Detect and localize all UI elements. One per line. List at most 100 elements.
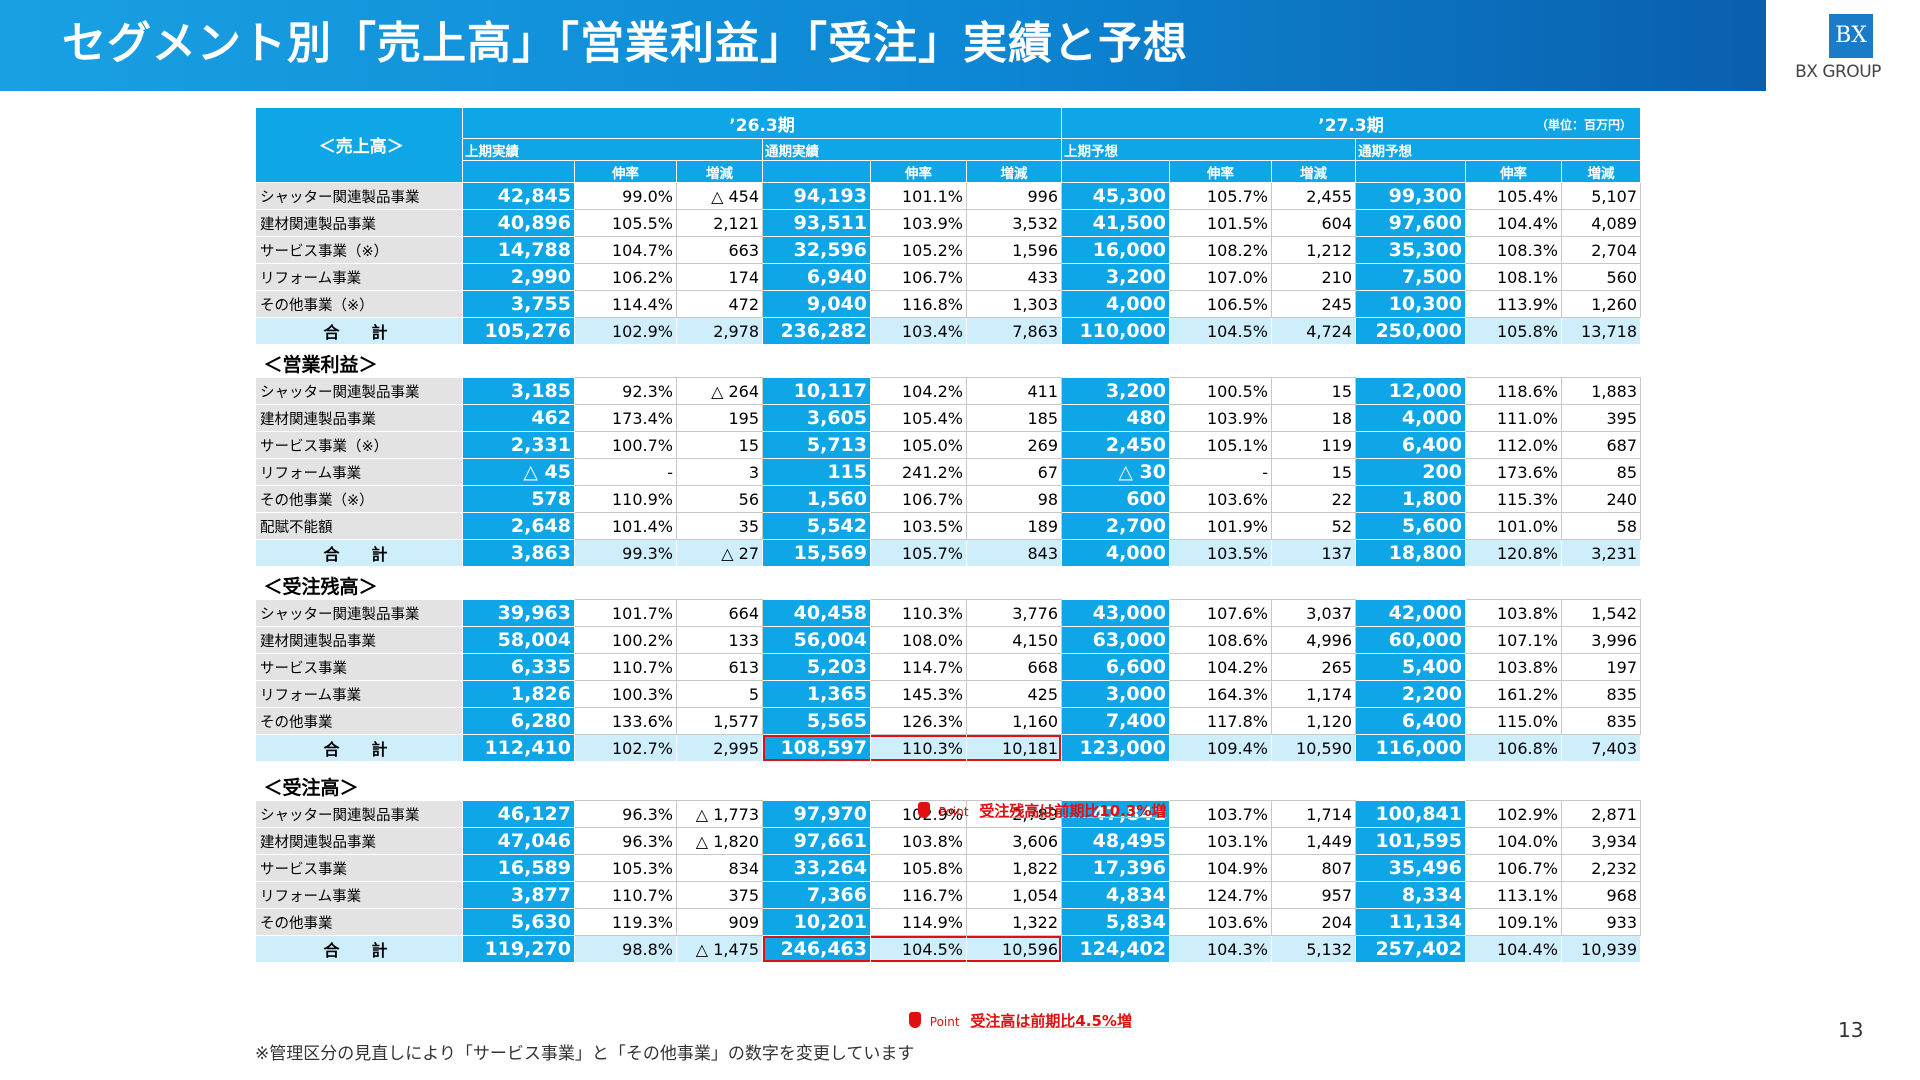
change-cell: 996 <box>966 182 1062 210</box>
change-cell: 604 <box>1271 209 1356 237</box>
growth-cell: 106.7% <box>870 263 967 291</box>
change-cell: 843 <box>966 539 1062 567</box>
change-cell: △ 1,773 <box>676 800 763 828</box>
change-cell: 4,089 <box>1561 209 1641 237</box>
amount-cell: 5,542 <box>762 512 871 540</box>
growth-cell: 114.7% <box>870 653 967 681</box>
growth-cell: 105.4% <box>1465 182 1562 210</box>
amount-cell: 4,000 <box>1061 539 1170 567</box>
change-cell: 2,121 <box>676 209 763 237</box>
segment-name-cell: その他事業（※） <box>255 290 463 318</box>
growth-cell: 119.3% <box>574 908 677 936</box>
sub-header-change: 増減 <box>1561 160 1641 183</box>
growth-cell: 96.3% <box>574 800 677 828</box>
amount-cell: 246,463 <box>762 935 871 963</box>
period-27-label: ’27.3期 <box>1318 115 1384 136</box>
change-cell: 15 <box>676 431 763 459</box>
growth-cell: 105.2% <box>870 236 967 264</box>
group-header: 通期実績 <box>762 138 1062 161</box>
change-cell: 1,054 <box>966 881 1062 909</box>
change-cell: 835 <box>1561 680 1641 708</box>
amount-cell: 15,569 <box>762 539 871 567</box>
amount-cell: 1,365 <box>762 680 871 708</box>
change-cell: 15 <box>1271 458 1356 486</box>
amount-cell: 40,896 <box>462 209 575 237</box>
segment-name-cell: 配賦不能額 <box>255 512 463 540</box>
amount-cell: 6,400 <box>1355 431 1466 459</box>
growth-cell: 115.3% <box>1465 485 1562 513</box>
segment-name-cell: 建材関連製品事業 <box>255 209 463 237</box>
amount-cell: 5,713 <box>762 431 871 459</box>
amount-cell: 7,400 <box>1061 707 1170 735</box>
change-cell: 210 <box>1271 263 1356 291</box>
table-row: サービス事業 6,335 110.7% 613 5,203 114.7% 668 6,600 1… <box>255 653 1641 681</box>
change-cell: 560 <box>1561 263 1641 291</box>
change-cell: 5,107 <box>1561 182 1641 210</box>
change-cell: 425 <box>966 680 1062 708</box>
growth-cell: 124.7% <box>1169 881 1272 909</box>
growth-cell: 241.2% <box>870 458 967 486</box>
table-row: リフォーム事業 1,826 100.3% 5 1,365 145.3% 425 3,000 16… <box>255 680 1641 708</box>
growth-cell: 117.8% <box>1169 707 1272 735</box>
amount-cell: 6,280 <box>462 707 575 735</box>
amount-cell: 40,458 <box>762 599 871 627</box>
amount-cell: 3,000 <box>1061 680 1170 708</box>
growth-cell: 100.7% <box>574 431 677 459</box>
header-group-row: 上期実績 通期実績 上期予想 通期予想 <box>256 138 1641 161</box>
segment-name-cell: 合 計 <box>255 539 463 567</box>
growth-cell: 107.1% <box>1465 626 1562 654</box>
amount-cell: 480 <box>1061 404 1170 432</box>
pointing-hand-icon <box>918 802 930 818</box>
section-heading: ＜営業利益＞ <box>263 354 378 376</box>
period-header-27: ’27.3期 （単位：百万円） <box>1061 107 1641 139</box>
change-cell: 933 <box>1561 908 1641 936</box>
change-cell: 3,776 <box>966 599 1062 627</box>
growth-cell: 105.7% <box>1169 182 1272 210</box>
growth-cell: 110.3% <box>870 734 967 762</box>
growth-cell: 102.9% <box>870 800 967 828</box>
amount-cell: 99,300 <box>1355 182 1466 210</box>
growth-cell: 100.5% <box>1169 377 1272 405</box>
change-cell: 7,403 <box>1561 734 1641 762</box>
amount-cell: 105,276 <box>462 317 575 345</box>
amount-cell: 16,589 <box>462 854 575 882</box>
amount-cell: 56,004 <box>762 626 871 654</box>
change-cell: 133 <box>676 626 763 654</box>
table-row: その他事業 6,280 133.6% 1,577 5,565 126.3% 1,160 7,4… <box>255 707 1641 735</box>
growth-cell: 103.5% <box>1169 539 1272 567</box>
amount-cell: 100,841 <box>1355 800 1466 828</box>
table-row: 建材関連製品事業 462 173.4% 195 3,605 105.4% 185 480 103… <box>255 404 1641 432</box>
section-heading-row: ＜受注残高＞ <box>256 567 1641 600</box>
change-cell: 1,260 <box>1561 290 1641 318</box>
change-cell: 3,532 <box>966 209 1062 237</box>
amount-cell: 9,040 <box>762 290 871 318</box>
table-row: その他事業 5,630 119.3% 909 10,201 114.9% 1,322 5,83… <box>255 908 1641 936</box>
total-row: 合 計 105,276 102.9% 2,978 236,282 103.4% 7,863 1… <box>255 317 1641 345</box>
growth-cell: 116.8% <box>870 290 967 318</box>
amount-cell: 4,834 <box>1061 881 1170 909</box>
growth-cell: 112.0% <box>1465 431 1562 459</box>
growth-cell: 104.2% <box>1169 653 1272 681</box>
amount-cell: 236,282 <box>762 317 871 345</box>
amount-cell: 7,366 <box>762 881 871 909</box>
amount-cell: 46,127 <box>462 800 575 828</box>
growth-cell: 100.2% <box>574 626 677 654</box>
amount-cell: 35,496 <box>1355 854 1466 882</box>
amount-cell: 47,046 <box>462 827 575 855</box>
amount-cell: 32,596 <box>762 236 871 264</box>
change-cell: 240 <box>1561 485 1641 513</box>
change-cell: 58 <box>1561 512 1641 540</box>
amount-cell: 123,000 <box>1061 734 1170 762</box>
growth-cell: 110.7% <box>574 881 677 909</box>
sub-header-growth: 伸率 <box>574 160 677 183</box>
amount-cell: 112,410 <box>462 734 575 762</box>
change-cell: 5 <box>676 680 763 708</box>
amount-cell: 3,200 <box>1061 263 1170 291</box>
growth-cell: 92.3% <box>574 377 677 405</box>
amount-cell: 3,877 <box>462 881 575 909</box>
growth-cell: 105.7% <box>870 539 967 567</box>
change-cell: 2,978 <box>676 317 763 345</box>
growth-cell: 101.9% <box>1169 512 1272 540</box>
group-header: 上期実績 <box>462 138 763 161</box>
growth-cell: 103.9% <box>1169 404 1272 432</box>
